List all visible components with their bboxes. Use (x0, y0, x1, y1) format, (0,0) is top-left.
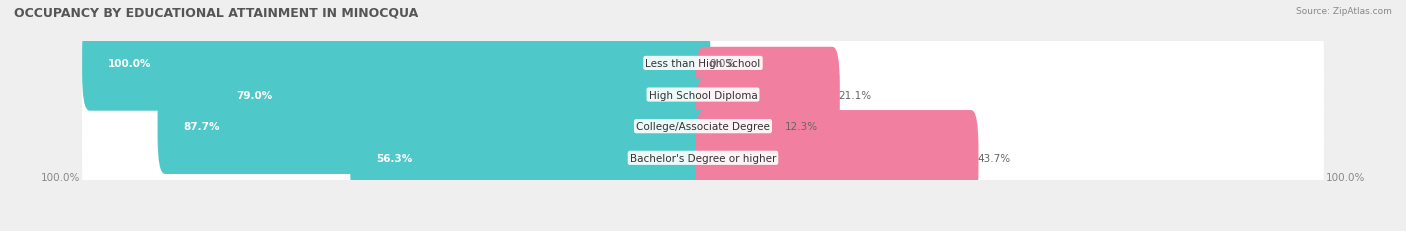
FancyBboxPatch shape (696, 79, 786, 174)
FancyBboxPatch shape (82, 79, 1324, 174)
Text: 43.7%: 43.7% (977, 153, 1011, 163)
FancyBboxPatch shape (82, 111, 1324, 206)
FancyBboxPatch shape (82, 16, 710, 111)
Text: OCCUPANCY BY EDUCATIONAL ATTAINMENT IN MINOCQUA: OCCUPANCY BY EDUCATIONAL ATTAINMENT IN M… (14, 7, 419, 20)
Text: Source: ZipAtlas.com: Source: ZipAtlas.com (1296, 7, 1392, 16)
Text: College/Associate Degree: College/Associate Degree (636, 122, 770, 132)
FancyBboxPatch shape (211, 48, 710, 143)
Text: 100.0%: 100.0% (1326, 173, 1365, 183)
Text: 79.0%: 79.0% (236, 90, 273, 100)
Legend: Owner-occupied, Renter-occupied: Owner-occupied, Renter-occupied (591, 229, 815, 231)
FancyBboxPatch shape (350, 111, 710, 206)
Text: 100.0%: 100.0% (41, 173, 80, 183)
FancyBboxPatch shape (82, 48, 1324, 143)
FancyBboxPatch shape (696, 48, 839, 143)
FancyBboxPatch shape (82, 16, 1324, 111)
Text: High School Diploma: High School Diploma (648, 90, 758, 100)
Text: 0.0%: 0.0% (709, 59, 735, 69)
Text: 100.0%: 100.0% (108, 59, 152, 69)
Text: 12.3%: 12.3% (785, 122, 818, 132)
Text: Less than High School: Less than High School (645, 59, 761, 69)
Text: Bachelor's Degree or higher: Bachelor's Degree or higher (630, 153, 776, 163)
Text: 87.7%: 87.7% (183, 122, 219, 132)
FancyBboxPatch shape (157, 79, 710, 174)
Text: 21.1%: 21.1% (838, 90, 872, 100)
FancyBboxPatch shape (696, 111, 979, 206)
Text: 56.3%: 56.3% (375, 153, 412, 163)
